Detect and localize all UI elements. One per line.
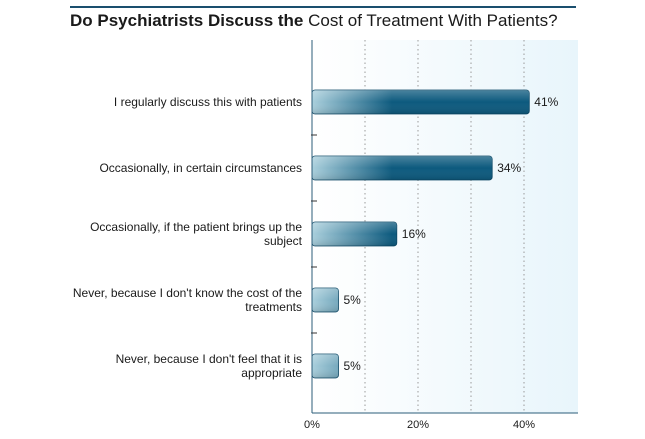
title-rule	[70, 6, 576, 8]
bar-shine	[312, 222, 397, 246]
bar-shine	[312, 288, 339, 312]
category-label: I regularly discuss this with patients	[114, 95, 302, 109]
chart-title-normal: Cost of Treatment With Patients?	[308, 11, 558, 30]
x-tick-label: 20%	[407, 419, 429, 431]
category-label: Occasionally, if the patient brings up t…	[90, 220, 302, 234]
value-label: 41%	[534, 95, 558, 109]
value-label: 5%	[344, 293, 362, 307]
value-label: 5%	[344, 359, 362, 373]
category-label: Never, because I don't feel that it is	[116, 352, 302, 366]
category-label: treatments	[245, 300, 302, 314]
bar-shine	[312, 354, 339, 378]
category-label: subject	[264, 234, 303, 248]
category-label: Never, because I don't know the cost of …	[73, 286, 302, 300]
bar-shine	[312, 156, 493, 180]
value-label: 34%	[497, 161, 521, 175]
x-tick-label: 0%	[304, 419, 320, 431]
chart-title-bold: Do Psychiatrists Discuss the	[70, 11, 304, 30]
chart-title: Do Psychiatrists Discuss the Cost of Tre…	[70, 11, 590, 31]
category-label: appropriate	[241, 366, 302, 380]
category-label: Occasionally, in certain circumstances	[99, 161, 302, 175]
value-label: 16%	[402, 227, 426, 241]
x-tick-label: 40%	[513, 419, 535, 431]
bar-shine	[312, 90, 530, 114]
